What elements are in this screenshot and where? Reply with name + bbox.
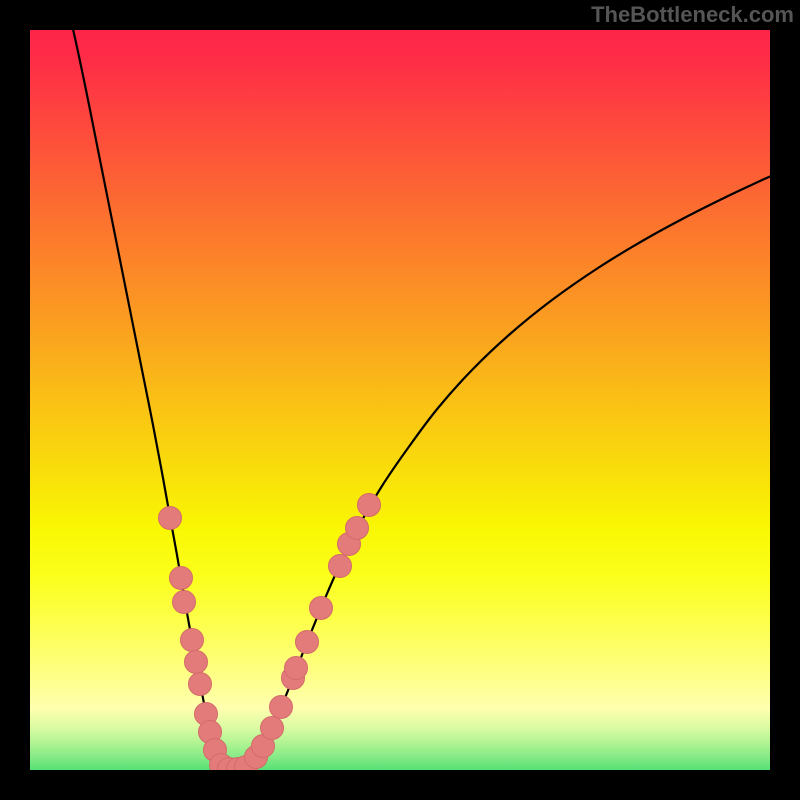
bottleneck-curve xyxy=(66,0,790,769)
data-dot xyxy=(173,591,196,614)
data-dot xyxy=(189,673,212,696)
data-dot xyxy=(261,717,284,740)
data-dots-group xyxy=(159,494,381,781)
data-dot xyxy=(285,657,308,680)
data-dot xyxy=(346,517,369,540)
data-dot xyxy=(170,567,193,590)
data-dot xyxy=(358,494,381,517)
plot-svg xyxy=(0,0,800,800)
data-dot xyxy=(185,651,208,674)
data-dot xyxy=(181,629,204,652)
data-dot xyxy=(296,631,319,654)
data-dot xyxy=(270,696,293,719)
data-dot xyxy=(310,597,333,620)
data-dot xyxy=(159,507,182,530)
chart-container: TheBottleneck.com xyxy=(0,0,800,800)
data-dot xyxy=(329,555,352,578)
